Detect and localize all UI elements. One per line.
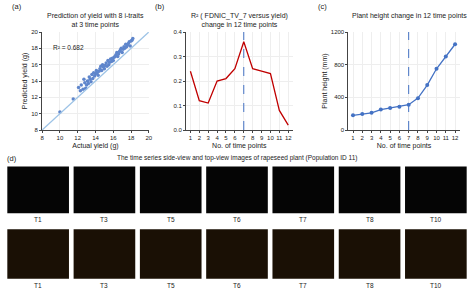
svg-text:T10: T10 — [430, 282, 442, 289]
svg-text:(d): (d) — [7, 154, 17, 163]
svg-text:16: 16 — [31, 62, 38, 68]
svg-text:9: 9 — [260, 135, 264, 141]
svg-text:0.0: 0.0 — [173, 127, 182, 133]
svg-text:16: 16 — [110, 135, 117, 141]
svg-text:10: 10 — [267, 135, 274, 141]
svg-text:10: 10 — [57, 135, 64, 141]
svg-text:Prediction of yield with 8 i-t: Prediction of yield with 8 i-traitsat 3 … — [47, 12, 144, 29]
svg-text:1200: 1200 — [331, 29, 345, 35]
svg-text:20: 20 — [31, 29, 38, 35]
svg-text:11: 11 — [443, 135, 450, 141]
svg-text:8: 8 — [35, 127, 39, 133]
svg-text:11: 11 — [276, 135, 283, 141]
svg-text:7: 7 — [407, 135, 411, 141]
svg-text:No. of time points: No. of time points — [377, 142, 432, 150]
svg-text:14: 14 — [92, 135, 99, 141]
svg-text:6: 6 — [233, 135, 237, 141]
svg-text:T8: T8 — [366, 216, 374, 223]
svg-text:0.1: 0.1 — [173, 103, 182, 109]
svg-text:(b): (b) — [155, 2, 165, 11]
svg-text:T7: T7 — [299, 216, 307, 223]
svg-text:Actual yield (g): Actual yield (g) — [72, 142, 118, 150]
svg-text:8: 8 — [40, 135, 44, 141]
svg-text:400: 400 — [334, 94, 345, 100]
svg-text:9: 9 — [426, 135, 430, 141]
svg-text:T6: T6 — [233, 282, 241, 289]
svg-text:T1: T1 — [34, 282, 42, 289]
svg-text:R² = 0.682: R² = 0.682 — [53, 44, 84, 51]
svg-text:T1: T1 — [34, 216, 42, 223]
svg-text:No. of time points: No. of time points — [212, 142, 267, 150]
svg-text:12: 12 — [452, 135, 459, 141]
svg-text:Plant height (mm): Plant height (mm) — [321, 53, 329, 108]
svg-text:14: 14 — [31, 78, 38, 84]
svg-text:10: 10 — [433, 135, 440, 141]
svg-text:T5: T5 — [167, 216, 175, 223]
svg-text:800: 800 — [334, 62, 345, 68]
svg-text:20: 20 — [145, 135, 152, 141]
svg-text:12: 12 — [31, 94, 38, 100]
svg-text:R² ( FDNIC_TV_7 versus yield)c: R² ( FDNIC_TV_7 versus yield)change in 1… — [191, 12, 288, 29]
svg-text:0: 0 — [341, 127, 345, 133]
svg-text:4: 4 — [215, 135, 219, 141]
svg-text:7: 7 — [242, 135, 246, 141]
svg-text:18: 18 — [128, 135, 135, 141]
svg-text:T3: T3 — [100, 282, 108, 289]
svg-text:T10: T10 — [430, 216, 442, 223]
svg-text:4: 4 — [379, 135, 383, 141]
svg-text:T5: T5 — [167, 282, 175, 289]
svg-text:5: 5 — [224, 135, 228, 141]
svg-text:6: 6 — [398, 135, 402, 141]
svg-text:T6: T6 — [233, 216, 241, 223]
svg-text:1: 1 — [189, 135, 193, 141]
svg-text:12: 12 — [285, 135, 292, 141]
svg-text:T8: T8 — [366, 282, 374, 289]
svg-text:3: 3 — [370, 135, 374, 141]
svg-text:2: 2 — [361, 135, 365, 141]
svg-text:10: 10 — [31, 111, 38, 117]
svg-text:(a): (a) — [12, 2, 22, 11]
svg-text:8: 8 — [251, 135, 255, 141]
svg-text:3: 3 — [207, 135, 211, 141]
svg-text:T3: T3 — [100, 216, 108, 223]
svg-text:0.4: 0.4 — [173, 29, 182, 35]
svg-text:5: 5 — [388, 135, 392, 141]
svg-text:(c): (c) — [318, 2, 327, 11]
svg-text:12: 12 — [74, 135, 81, 141]
svg-text:0.3: 0.3 — [173, 54, 182, 60]
svg-text:2: 2 — [198, 135, 202, 141]
svg-text:The time series side-view and: The time series side-view and top-view i… — [117, 154, 358, 162]
svg-text:Predicted yield (g): Predicted yield (g) — [21, 53, 29, 109]
svg-text:1: 1 — [351, 135, 355, 141]
svg-text:0.2: 0.2 — [173, 78, 182, 84]
svg-text:Plant height change in 12 time: Plant height change in 12 time points — [352, 12, 467, 20]
svg-text:18: 18 — [31, 45, 38, 51]
svg-text:8: 8 — [416, 135, 420, 141]
svg-text:T7: T7 — [299, 282, 307, 289]
